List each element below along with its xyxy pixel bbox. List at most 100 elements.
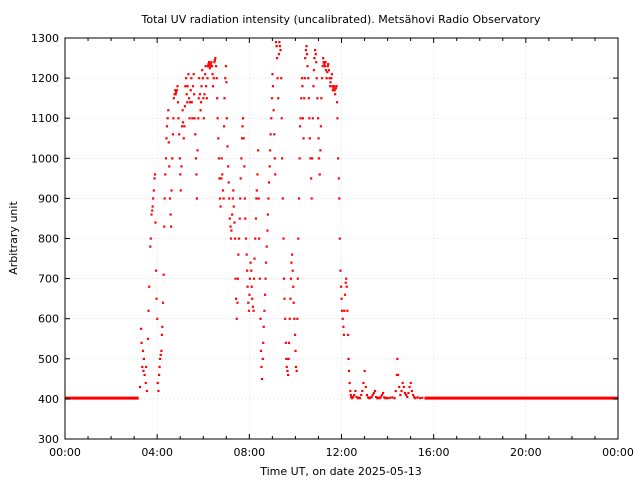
- data-point: [280, 117, 283, 120]
- data-point: [218, 197, 222, 200]
- data-point: [312, 69, 316, 72]
- data-point: [241, 117, 245, 120]
- data-point: [383, 396, 386, 399]
- data-point: [278, 41, 281, 44]
- data-point: [347, 357, 350, 360]
- data-point: [323, 63, 326, 66]
- data-point: [199, 109, 202, 112]
- data-point: [154, 221, 157, 224]
- data-point: [238, 217, 241, 220]
- data-point: [331, 89, 334, 92]
- data-point: [199, 101, 203, 104]
- data-point: [142, 357, 146, 360]
- data-point: [227, 165, 230, 168]
- data-point: [290, 261, 293, 264]
- data-point: [194, 157, 198, 160]
- data-point: [312, 85, 315, 88]
- data-point: [304, 57, 307, 60]
- data-point: [289, 277, 293, 280]
- data-point: [300, 77, 304, 80]
- data-point: [311, 157, 314, 160]
- data-point: [169, 213, 172, 216]
- data-point: [164, 173, 167, 176]
- data-point: [303, 77, 306, 80]
- data-point: [174, 93, 177, 96]
- data-point: [229, 237, 233, 240]
- data-point: [330, 77, 333, 80]
- data-point: [299, 117, 302, 120]
- y-tick-label: 400: [38, 393, 59, 406]
- data-point: [293, 317, 296, 320]
- data-point: [313, 57, 316, 60]
- data-point: [167, 141, 170, 144]
- data-point: [161, 301, 165, 304]
- data-point: [215, 77, 218, 80]
- data-point: [285, 357, 288, 360]
- x-tick-label: 00:00: [602, 446, 634, 459]
- data-point: [248, 293, 251, 296]
- data-point: [234, 297, 238, 300]
- data-point: [257, 149, 260, 152]
- data-point: [179, 189, 182, 192]
- data-point: [171, 157, 174, 160]
- data-point: [287, 341, 291, 344]
- data-point: [198, 93, 201, 96]
- data-point: [284, 317, 287, 320]
- data-point: [310, 177, 313, 180]
- data-point: [302, 137, 305, 140]
- data-point: [319, 125, 322, 128]
- data-point: [152, 197, 155, 200]
- data-point: [285, 365, 288, 369]
- y-axis-ticks: 300 400 500 600 700 800 900 1000 1100 1200 1300: [31, 32, 618, 446]
- data-point: [388, 396, 392, 399]
- data-point: [329, 81, 332, 84]
- data-point: [327, 69, 331, 72]
- data-point: [317, 137, 320, 140]
- data-point: [342, 325, 345, 328]
- data-point: [296, 317, 299, 320]
- data-point: [282, 277, 286, 280]
- data-point: [188, 117, 191, 120]
- data-point: [418, 397, 422, 400]
- data-point: [299, 125, 302, 128]
- y-axis-label: Arbitrary unit: [7, 201, 20, 275]
- data-point: [408, 385, 411, 389]
- data-point: [155, 269, 158, 272]
- data-point: [333, 89, 336, 92]
- data-point: [324, 69, 328, 72]
- data-point: [234, 277, 237, 280]
- data-point: [152, 189, 155, 192]
- data-point: [291, 269, 294, 272]
- data-point: [185, 93, 188, 96]
- data-point: [143, 373, 146, 377]
- data-point: [250, 269, 253, 272]
- data-point: [364, 385, 367, 389]
- data-point: [289, 297, 292, 300]
- data-point: [224, 65, 228, 68]
- data-point: [156, 381, 159, 385]
- data-point: [234, 237, 237, 240]
- data-point: [223, 97, 226, 100]
- data-point: [205, 85, 208, 88]
- data-point: [165, 137, 168, 140]
- data-point: [381, 391, 385, 395]
- data-point: [217, 157, 221, 160]
- data-point: [214, 57, 217, 60]
- data-point: [179, 173, 182, 176]
- data-point: [243, 197, 246, 200]
- data-point: [260, 365, 263, 369]
- data-point: [365, 393, 369, 397]
- data-point: [306, 65, 309, 68]
- data-point: [405, 393, 408, 397]
- data-point: [178, 157, 181, 160]
- data-point: [167, 109, 170, 112]
- data-point: [314, 53, 317, 56]
- data-point: [255, 189, 258, 192]
- data-point: [330, 73, 334, 76]
- data-point: [233, 221, 236, 224]
- data-point: [315, 77, 318, 80]
- data-point: [308, 117, 311, 120]
- data-point: [195, 173, 198, 176]
- data-point: [267, 197, 270, 200]
